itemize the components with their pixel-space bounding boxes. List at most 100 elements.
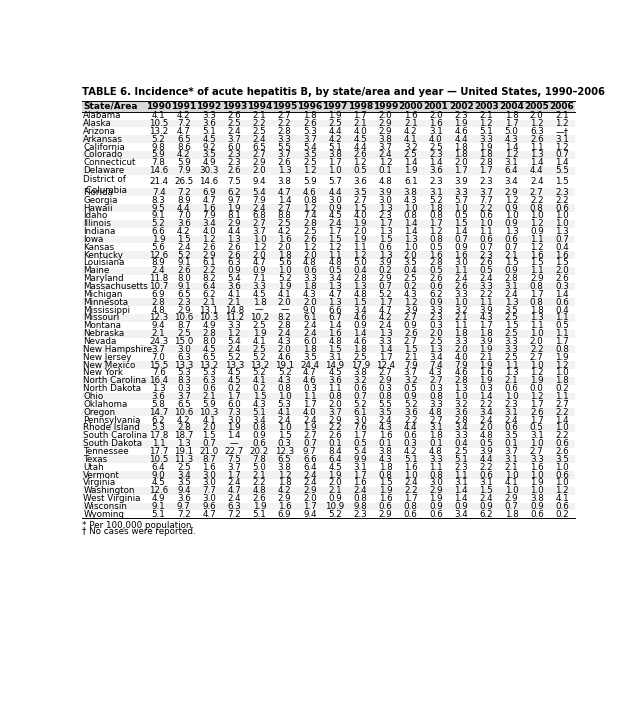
Text: 5.4: 5.4	[228, 274, 241, 283]
Text: 1.5: 1.5	[278, 431, 292, 440]
Text: 11.2: 11.2	[225, 313, 244, 323]
Text: 2.6: 2.6	[202, 243, 216, 252]
Text: 2.5: 2.5	[228, 119, 241, 128]
Text: 0.8: 0.8	[303, 196, 317, 205]
Text: 0.8: 0.8	[429, 470, 443, 480]
Text: Kansas: Kansas	[83, 243, 114, 252]
Text: 2.7: 2.7	[429, 376, 443, 385]
Text: 0.6: 0.6	[555, 203, 569, 213]
Text: 1.4: 1.4	[454, 486, 468, 495]
Text: 2.4: 2.4	[479, 416, 493, 425]
Text: 0.5: 0.5	[479, 266, 494, 275]
Text: 0.8: 0.8	[555, 345, 569, 354]
Text: South Carolina: South Carolina	[83, 431, 147, 440]
Text: Nebraska: Nebraska	[83, 329, 124, 338]
Text: 2.2: 2.2	[479, 400, 493, 409]
Text: 3.0: 3.0	[202, 494, 216, 503]
Text: 3.6: 3.6	[152, 392, 165, 401]
Text: 1.4: 1.4	[530, 158, 544, 168]
Text: 1.0: 1.0	[404, 470, 417, 480]
Text: 0.8: 0.8	[328, 392, 342, 401]
Text: 2.0: 2.0	[202, 423, 216, 432]
Text: 21.0: 21.0	[199, 447, 219, 456]
Text: 2.6: 2.6	[353, 150, 367, 160]
Text: 3.8: 3.8	[404, 188, 418, 197]
Text: 2.7: 2.7	[278, 203, 292, 213]
Text: 2001: 2001	[424, 101, 448, 111]
Text: 1.2: 1.2	[303, 203, 317, 213]
Text: 2.6: 2.6	[303, 235, 317, 244]
Text: 3.0: 3.0	[328, 196, 342, 205]
Text: 1.0: 1.0	[530, 470, 544, 480]
Text: 4.2: 4.2	[177, 111, 190, 120]
Text: 1.9: 1.9	[429, 494, 443, 503]
Text: 6.4: 6.4	[152, 463, 165, 472]
Text: 3.0: 3.0	[379, 196, 392, 205]
Text: 4.7: 4.7	[177, 127, 190, 136]
Text: 0.8: 0.8	[353, 494, 367, 503]
Text: 5.2: 5.2	[404, 400, 417, 409]
Text: 4.3: 4.3	[429, 368, 443, 377]
Text: 1.0: 1.0	[454, 298, 468, 307]
Text: 2.4: 2.4	[303, 478, 317, 487]
Text: Minnesota: Minnesota	[83, 298, 128, 307]
Text: 6.1: 6.1	[353, 408, 367, 417]
Text: 7.7: 7.7	[202, 486, 216, 495]
Text: 1.6: 1.6	[202, 463, 216, 472]
Text: 2.1: 2.1	[479, 353, 493, 362]
Text: 2.5: 2.5	[454, 447, 468, 456]
Text: 2.0: 2.0	[303, 251, 317, 260]
Text: 5.1: 5.1	[202, 127, 216, 136]
Text: 4.6: 4.6	[454, 127, 468, 136]
Text: 4.5: 4.5	[328, 211, 342, 220]
Text: 4.0: 4.0	[353, 211, 367, 220]
Text: 4.3: 4.3	[404, 290, 417, 299]
Text: 3.6: 3.6	[202, 119, 216, 128]
Text: 5.2: 5.2	[228, 353, 241, 362]
Text: 9.1: 9.1	[177, 282, 190, 291]
Text: 2.4: 2.4	[228, 127, 241, 136]
Text: 3.5: 3.5	[177, 478, 191, 487]
Text: 6.5: 6.5	[278, 455, 292, 464]
Text: 0.3: 0.3	[379, 384, 392, 393]
Text: 1.3: 1.3	[504, 368, 519, 377]
Text: 4.6: 4.6	[278, 353, 292, 362]
Text: 6.0: 6.0	[228, 142, 241, 152]
Text: 2.3: 2.3	[228, 158, 241, 168]
Text: 5.3: 5.3	[177, 368, 191, 377]
Text: 1.7: 1.7	[530, 416, 544, 425]
Text: 19.1: 19.1	[174, 447, 194, 456]
Text: 1.1: 1.1	[479, 227, 493, 236]
Text: 0.6: 0.6	[404, 510, 417, 519]
Text: 4.7: 4.7	[328, 290, 342, 299]
Text: 2.0: 2.0	[303, 494, 317, 503]
Text: 3.0: 3.0	[177, 345, 191, 354]
Text: 3.9: 3.9	[379, 259, 392, 267]
Text: 9.4: 9.4	[303, 510, 317, 519]
Text: 0.4: 0.4	[454, 439, 468, 448]
Text: 2.7: 2.7	[429, 416, 443, 425]
Text: 1.0: 1.0	[504, 211, 519, 220]
Text: 4.8: 4.8	[253, 486, 266, 495]
Text: Idaho: Idaho	[83, 211, 108, 220]
Text: 1990: 1990	[146, 101, 171, 111]
Text: 2.4: 2.4	[253, 134, 266, 144]
Text: 0.4: 0.4	[353, 266, 367, 275]
Text: New Jersey: New Jersey	[83, 353, 131, 362]
Text: 1.5: 1.5	[404, 345, 417, 354]
Text: 3.4: 3.4	[504, 177, 519, 186]
Text: 6.6: 6.6	[328, 306, 342, 315]
Text: 0.6: 0.6	[479, 211, 493, 220]
Text: 1.3: 1.3	[379, 251, 392, 260]
Text: 0.5: 0.5	[530, 423, 544, 432]
Text: 1.4: 1.4	[278, 196, 292, 205]
Text: Iowa: Iowa	[83, 235, 104, 244]
Text: 1.8: 1.8	[303, 345, 317, 354]
Text: 1.0: 1.0	[555, 219, 569, 228]
Text: 4.2: 4.2	[177, 227, 190, 236]
Text: 2.0: 2.0	[278, 243, 292, 252]
Text: 2.7: 2.7	[253, 150, 266, 160]
Text: 1.8: 1.8	[303, 282, 317, 291]
Text: 0.4: 0.4	[555, 306, 569, 315]
Text: 1.7: 1.7	[228, 392, 241, 401]
